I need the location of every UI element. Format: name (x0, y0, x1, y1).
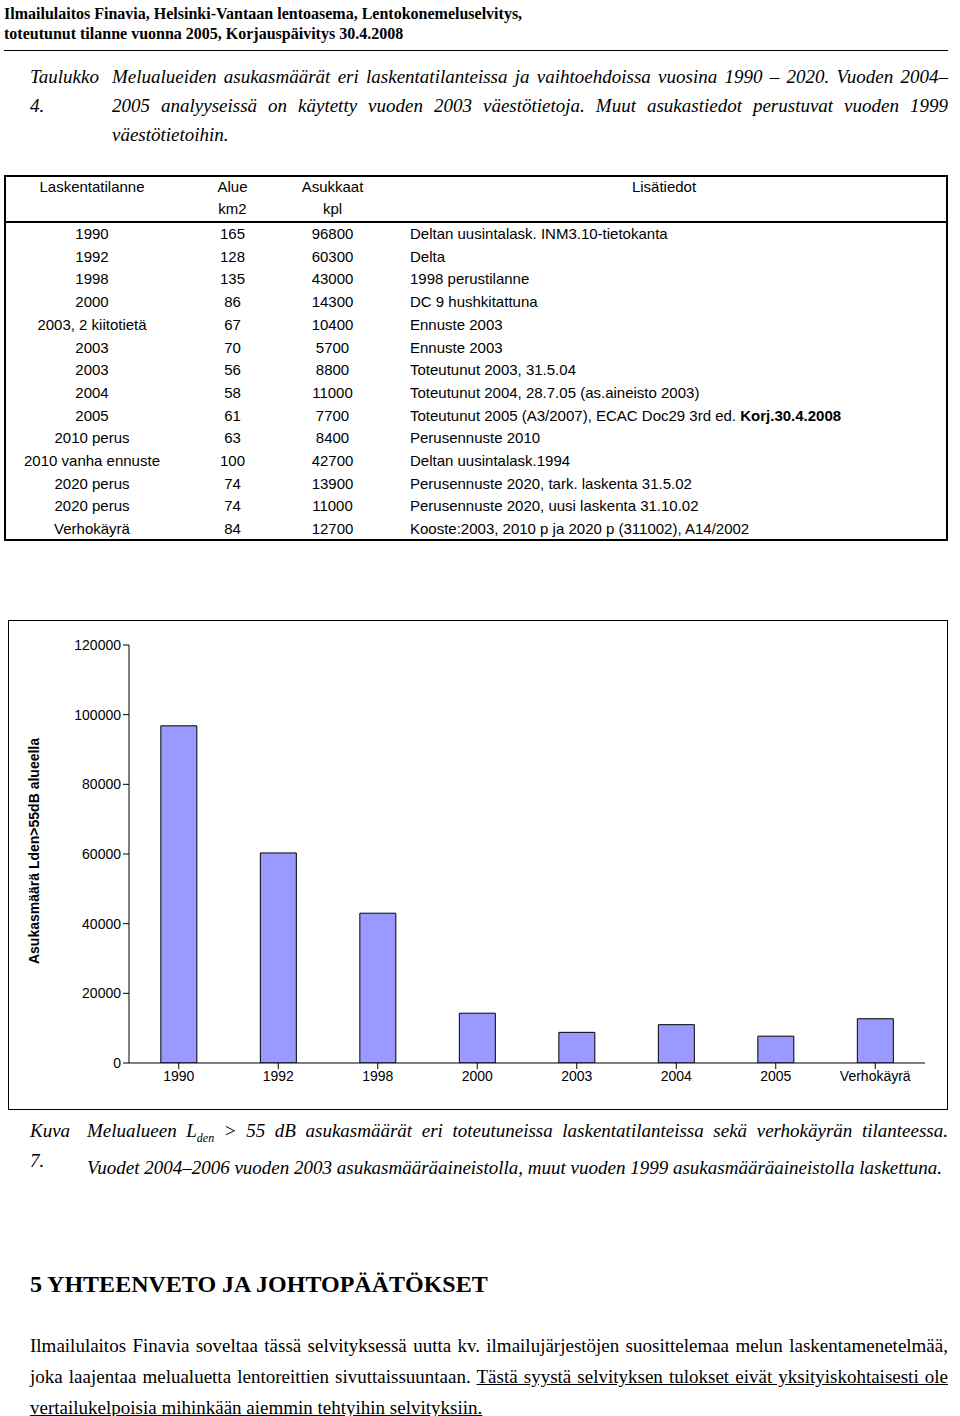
svg-text:120000: 120000 (74, 637, 121, 653)
html-text:Taulukko 4.: Taulukko 4. (30, 66, 99, 116)
html-text:96800: 96800 (311, 225, 354, 242)
html-text:2020 perus: 2020 perus (54, 497, 130, 515)
html-text:Toteutunut 2003, 31.5.04: Toteutunut 2003, 31.5.04 (410, 361, 576, 379)
html-text:10400: 10400 (311, 315, 354, 333)
html-text:43000: 43000 (311, 270, 354, 288)
html-text:8800: 8800 (315, 361, 350, 379)
html-text:Verhokäyrä: Verhokäyrä (54, 520, 130, 538)
html-text:2003: 2003 (75, 338, 109, 356)
html-text:2005: 2005 (75, 406, 109, 424)
html-text:DC 9 hushkitattuna: DC 9 hushkitattuna (410, 293, 538, 311)
svg-text:1998: 1998 (362, 1068, 393, 1084)
html-text:Perusennuste 2020, uusi lasken: Perusennuste 2020, uusi laskenta 31.10.0… (410, 497, 699, 515)
html-text:12700: 12700 (311, 520, 354, 538)
html-text:2000: 2000 (75, 293, 109, 311)
html-text:7700: 7700 (315, 406, 350, 424)
html-text:Ennuste 2003: Ennuste 2003 (410, 338, 503, 356)
html-text:2020 perus: 2020 perus (54, 474, 130, 492)
html-text:63: 63 (224, 429, 241, 447)
svg-text:100000: 100000 (74, 707, 121, 723)
html-text:kpl: kpl (322, 200, 343, 217)
html-text:Lisätiedot: Lisätiedot (631, 178, 697, 195)
svg-text:40000: 40000 (82, 916, 121, 932)
html-text:Toteutunut 2005 (A3/2007), ECA: Toteutunut 2005 (A3/2007), ECAC Doc29 3r… (410, 406, 842, 424)
html-text:165: 165 (220, 225, 245, 242)
html-text:5700: 5700 (315, 338, 350, 356)
html-text:Perusennuste 2020, tark. laske: Perusennuste 2020, tark. laskenta 31.5.0… (410, 474, 692, 492)
html-text:2003, 2 kiitotietä: 2003, 2 kiitotietä (37, 315, 147, 333)
html-text:Kuva 7.: Kuva 7. (30, 1120, 71, 1171)
html-text:86: 86 (224, 293, 241, 311)
html-text:70: 70 (224, 338, 241, 356)
html-text:Deltan uusintalask. INM3.10-ti: Deltan uusintalask. INM3.10-tietokanta (410, 225, 668, 242)
html-text:42700: 42700 (311, 452, 354, 469)
html-text:Asukasmäärä Lden>55dB alueella: Asukasmäärä Lden>55dB alueella (26, 738, 42, 964)
svg-text:1992: 1992 (263, 1068, 294, 1084)
html-text:74: 74 (224, 474, 241, 492)
html-text:Laskentatilanne: Laskentatilanne (39, 178, 145, 195)
html-text:67: 67 (224, 315, 241, 333)
html-text:74: 74 (224, 497, 241, 515)
html-text:135: 135 (220, 270, 245, 288)
html-text:2003: 2003 (75, 361, 109, 379)
svg-text:2005: 2005 (760, 1068, 791, 1084)
svg-text:Verhokäyrä: Verhokäyrä (840, 1068, 911, 1084)
html-text:1992: 1992 (75, 247, 109, 265)
html-text:100: 100 (220, 452, 245, 469)
html-text:toteutunut tilanne vuonna 2005: toteutunut tilanne vuonna 2005, Korjausp… (4, 25, 404, 42)
html-text:128: 128 (220, 247, 245, 265)
html-text:km2: km2 (218, 200, 247, 217)
html-text:Delta: Delta (410, 247, 445, 265)
html-text:Asukkaat: Asukkaat (301, 178, 364, 195)
html-text:84: 84 (224, 520, 241, 538)
html-text:1990: 1990 (75, 225, 109, 242)
html-text:5 YHTEENVETO JA JOHTOPÄÄTÖKSET: 5 YHTEENVETO JA JOHTOPÄÄTÖKSET (30, 1271, 488, 1297)
html-text:11000: 11000 (312, 383, 353, 401)
svg-text:1990: 1990 (163, 1068, 194, 1084)
svg-text:0: 0 (113, 1055, 121, 1071)
html-text:11000: 11000 (312, 497, 353, 515)
html-text:1998: 1998 (75, 270, 109, 288)
svg-text:2003: 2003 (561, 1068, 592, 1084)
html-text:Perusennuste 2010: Perusennuste 2010 (410, 429, 541, 447)
html-text:1998 perustilanne: 1998 perustilanne (410, 270, 530, 288)
html-text:14300: 14300 (311, 293, 354, 311)
svg-text:2004: 2004 (661, 1068, 692, 1084)
html-text:Toteutunut 2004, 28.7.05 (as.a: Toteutunut 2004, 28.7.05 (as.aineisto 20… (410, 383, 700, 401)
html-text:60300: 60300 (311, 247, 354, 265)
svg-text:80000: 80000 (82, 776, 121, 792)
html-text:58: 58 (224, 383, 241, 401)
html-text:Deltan uusintalask.1994: Deltan uusintalask.1994 (410, 452, 571, 469)
html-text:56: 56 (224, 361, 241, 379)
html-text:2010 vanha ennuste: 2010 vanha ennuste (24, 452, 160, 469)
html-text:13900: 13900 (311, 474, 354, 492)
html-text:Melualueen Lden> 55 dB asukasm: Melualueen Lden> 55 dB asukasmäärät eri … (87, 1120, 948, 1178)
html-text:Ennuste 2003: Ennuste 2003 (410, 315, 503, 333)
html-text:Melualueiden asukasmäärät eri: Melualueiden asukasmäärät eri laskentati… (112, 66, 948, 145)
svg-text:60000: 60000 (82, 846, 121, 862)
html-text:8400: 8400 (315, 429, 350, 447)
html-text:Ilmailulaitos Finavia soveltaa: Ilmailulaitos Finavia soveltaa tässä sel… (30, 1335, 948, 1387)
svg-text:20000: 20000 (82, 985, 121, 1001)
svg-text:2000: 2000 (462, 1068, 493, 1084)
html-text:2004: 2004 (75, 383, 109, 401)
html-text:2010 perus: 2010 perus (54, 429, 130, 447)
html-text:Alue: Alue (217, 178, 248, 195)
html-text:61: 61 (224, 406, 241, 424)
html-text:Ilmailulaitos Finavia, Helsink: Ilmailulaitos Finavia, Helsinki-Vantaan … (4, 5, 523, 22)
html-text:Kooste:2003, 2010 p ja 2020 p: Kooste:2003, 2010 p ja 2020 p (311002), … (410, 520, 750, 538)
